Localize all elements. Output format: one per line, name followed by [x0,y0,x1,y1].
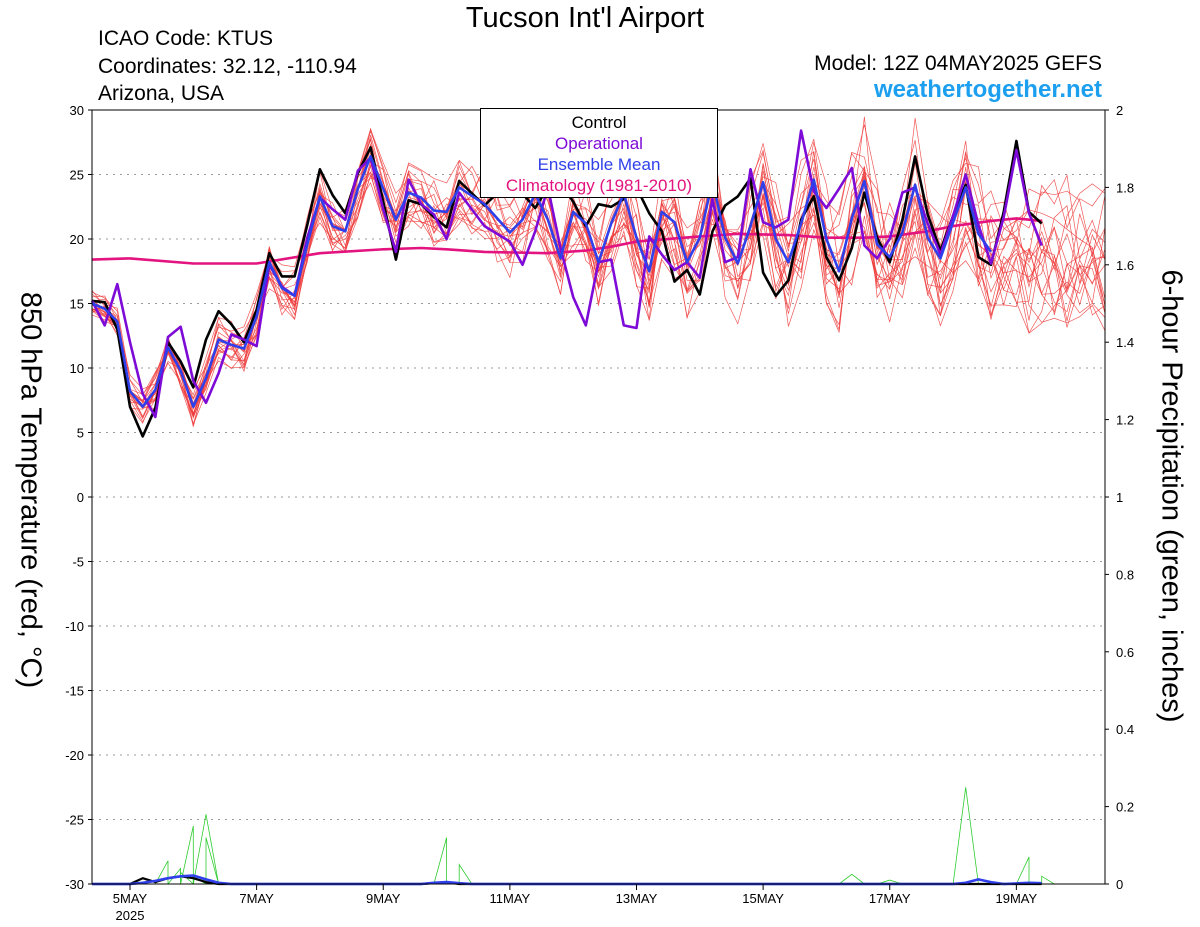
ensemble-mean-line [91,155,993,408]
ensemble-member-line [91,170,1106,420]
precip-member-line [92,856,1105,885]
legend: Control Operational Ensemble Mean Climat… [480,108,718,198]
y-tick-label: 15 [70,297,84,312]
y-tick-label: -25 [65,813,84,828]
y-tick-label: 0 [77,490,84,505]
ensemble-mean-precip-line [92,874,1042,886]
precip-member-line [92,825,1105,885]
ensemble-member-line [91,171,1106,426]
ensemble-member-line [91,171,1106,425]
x-tick-label: 17MAY [869,891,911,906]
y-axis-label-left: 850 hPa Temperature (red, °C) [14,291,47,689]
control-line [91,139,1043,438]
y2-tick-label: 1.4 [1116,335,1134,350]
y2-tick-label: 0.2 [1116,800,1134,815]
region: Arizona, USA [98,82,225,105]
y-tick-label: -20 [65,748,84,763]
legend-ensemble-mean: Ensemble Mean [537,155,661,174]
y2-tick-label: 1.8 [1116,180,1134,195]
precip-member-line [92,837,1105,885]
x-tick-label: 19MAY [996,891,1038,906]
ensemble-member-line [91,159,1106,427]
y2-tick-label: 0.6 [1116,645,1134,660]
y-tick-label: -5 [72,555,84,570]
y2-tick-label: 0 [1116,877,1123,892]
x-tick-label: 7MAY [239,891,274,906]
model-run: Model: 12Z 04MAY2025 GEFS [814,52,1102,75]
y-tick-label: -15 [65,684,84,699]
y2-tick-label: 0.8 [1116,567,1134,582]
x-tick-label: 9MAY [366,891,401,906]
y-tick-label: 30 [70,103,84,118]
coordinates: Coordinates: 32.12, -110.94 [98,55,357,78]
y2-tick-label: 1.2 [1116,413,1134,428]
precip-member-line [92,787,1105,885]
y2-tick-label: 1.6 [1116,258,1134,273]
y-tick-label: 5 [77,426,84,441]
y-tick-label: 25 [70,168,84,183]
ensemble-member-line [91,174,1106,415]
legend-operational: Operational [555,134,643,153]
main-series-lines [90,129,1043,886]
ensemble-member-line [91,130,1106,409]
y-tick-label: -30 [65,877,84,892]
legend-climatology: Climatology (1981-2010) [505,176,693,195]
x-tick-label: 15MAY [742,891,784,906]
precip-member-line [92,860,1105,885]
x-tick-label: 11MAY [490,891,531,906]
y-axis-label-right: 6-hour Precipitation (green, inches) [1155,269,1188,723]
icao-code: ICAO Code: KTUS [98,27,274,50]
chart-title: Tucson Int'l Airport [465,2,705,34]
x-tick-label: 5MAY [113,891,148,906]
precip-member-line [92,814,1105,885]
x-tick-label: 13MAY [616,891,658,906]
x-tick-year: 2025 [116,908,145,923]
y-tick-label: 10 [70,361,84,376]
site-link[interactable]: weathertogether.net [873,76,1102,103]
precipitation-lines [92,787,1105,885]
y-tick-label: 20 [70,232,84,247]
legend-control: Control [571,113,627,132]
axis-ticks: 302520151050-5-10-15-20-25-3021.81.61.41… [65,103,1134,923]
y2-tick-label: 1 [1116,490,1123,505]
y2-tick-label: 2 [1116,103,1123,118]
y2-tick-label: 0.4 [1116,722,1134,737]
y-tick-label: -10 [65,619,84,634]
